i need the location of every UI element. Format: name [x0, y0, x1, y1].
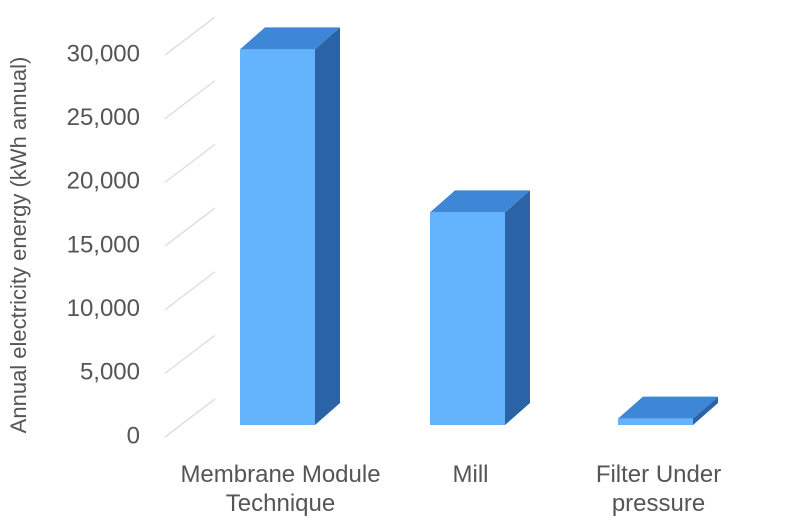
grid-line	[164, 271, 216, 311]
y-tick-label: 20,000	[67, 168, 140, 195]
grid-line	[164, 207, 216, 247]
y-tick-label: 0	[127, 422, 140, 449]
y-tick-label: 15,000	[67, 231, 140, 258]
x-tick-label: Filter Under pressure	[595, 461, 722, 517]
bar-top	[240, 27, 340, 50]
x-tick-label: Mill	[452, 461, 489, 488]
grid-line	[164, 16, 216, 56]
bar	[618, 418, 693, 425]
bar-side	[505, 190, 530, 425]
grid-line	[164, 334, 216, 374]
grid-line	[164, 143, 216, 183]
bar	[240, 49, 315, 425]
grid-line	[164, 398, 216, 438]
y-axis-label: Annual electricity energy (kWh annual)	[6, 57, 31, 434]
grid-line	[164, 80, 216, 120]
bar-top	[430, 190, 530, 213]
y-tick-label: 25,000	[67, 104, 140, 131]
x-tick-label: Membrane Module Technique	[180, 461, 381, 517]
bar-top	[618, 396, 718, 419]
y-tick-label: 10,000	[67, 295, 140, 322]
y-tick-label: 30,000	[67, 40, 140, 67]
y-tick-label: 5,000	[80, 359, 140, 386]
bar	[430, 212, 505, 425]
bar-side	[693, 396, 718, 425]
bar-side	[315, 27, 340, 425]
